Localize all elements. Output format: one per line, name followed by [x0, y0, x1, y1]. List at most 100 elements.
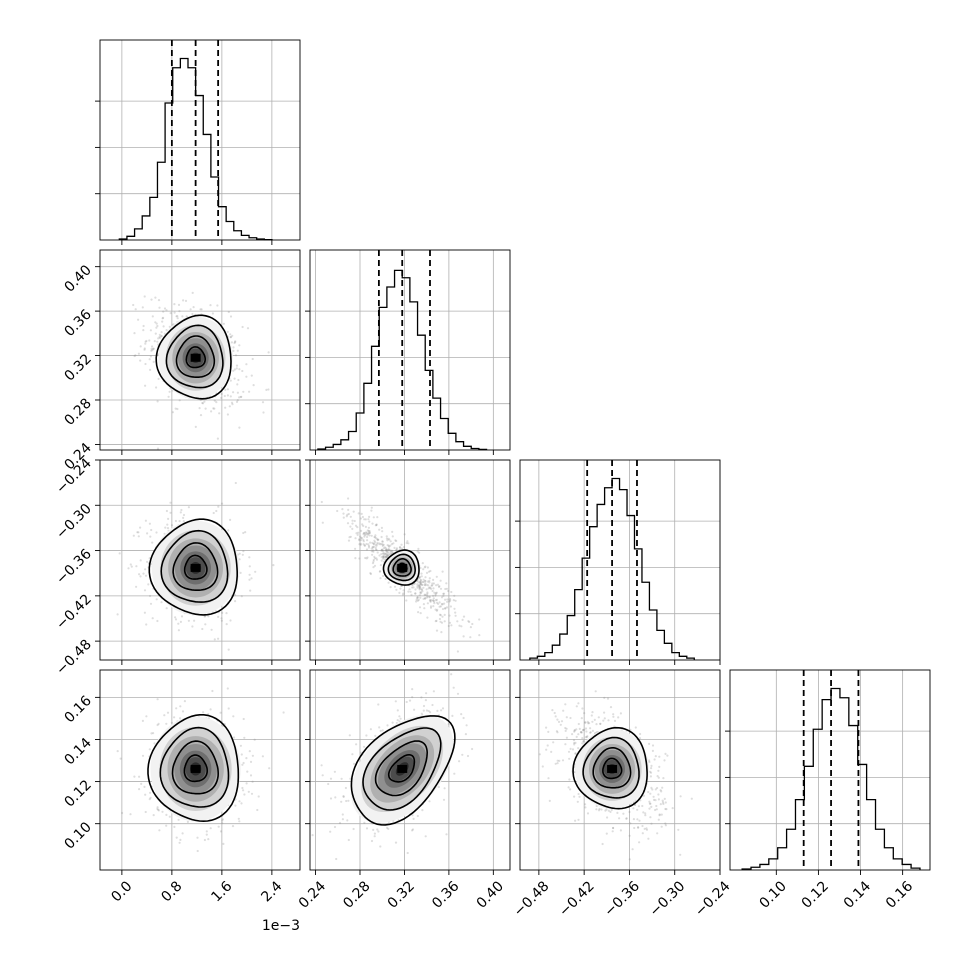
sample-point — [573, 729, 576, 732]
sample-point — [573, 795, 576, 798]
sample-point — [347, 508, 350, 511]
sample-point — [341, 813, 344, 816]
sample-point — [400, 543, 403, 546]
sample-point — [380, 556, 383, 559]
sample-point — [347, 497, 350, 500]
sample-point — [121, 811, 124, 815]
sample-point — [157, 377, 160, 380]
sample-point — [393, 585, 397, 588]
sample-point — [625, 817, 628, 820]
contour-line-2 — [160, 529, 229, 603]
y-tick-label: 0.10 — [61, 819, 94, 852]
sample-point — [558, 759, 561, 763]
sample-point — [419, 566, 422, 570]
sample-point — [577, 702, 580, 705]
sample-point — [382, 543, 385, 546]
y-tick-label: 0.12 — [61, 777, 94, 810]
sample-point — [564, 743, 567, 746]
sample-point — [129, 813, 132, 816]
sample-point — [658, 755, 661, 758]
sample-point — [584, 803, 587, 806]
sample-point — [381, 729, 384, 732]
sample-point — [351, 519, 354, 522]
sample-point — [574, 741, 577, 745]
sample-point — [385, 554, 389, 557]
sample-point — [373, 832, 376, 835]
sample-point — [398, 591, 401, 595]
sample-point — [441, 607, 445, 611]
sample-point — [439, 605, 442, 608]
sample-point — [585, 736, 589, 739]
sample-point — [466, 754, 470, 758]
sample-point — [238, 344, 241, 347]
sample-point — [372, 545, 376, 548]
sample-point — [660, 790, 663, 793]
scatter-panel-3-2 — [515, 669, 721, 875]
sample-point — [424, 579, 427, 582]
sample-point — [387, 553, 390, 557]
sample-point — [379, 570, 382, 573]
sample-point — [633, 826, 636, 830]
sample-point — [452, 599, 455, 602]
sample-point — [425, 588, 428, 591]
sample-point — [175, 315, 178, 318]
sample-point — [367, 529, 370, 533]
sample-point — [411, 814, 414, 817]
sample-point — [261, 401, 265, 404]
sample-point — [580, 717, 583, 720]
sample-point — [235, 367, 238, 370]
sample-point — [649, 792, 652, 795]
sample-point — [577, 818, 580, 821]
sample-point — [394, 539, 397, 542]
sample-point — [252, 384, 255, 387]
sample-point — [385, 548, 388, 551]
sample-point — [435, 575, 438, 578]
sample-point — [650, 786, 653, 790]
sample-point — [156, 807, 159, 811]
sample-point — [234, 341, 237, 344]
sample-point — [581, 707, 584, 710]
sample-point — [610, 808, 613, 812]
sample-point — [224, 388, 227, 391]
sample-point — [232, 346, 235, 349]
sample-point — [178, 520, 181, 523]
sample-point — [428, 586, 431, 589]
y-tick-label: −0.30 — [53, 501, 95, 543]
sample-point — [372, 566, 375, 569]
sample-point — [440, 621, 444, 624]
sample-point — [148, 522, 151, 525]
sample-point — [155, 531, 158, 534]
sample-point — [232, 391, 235, 394]
sample-point — [375, 523, 378, 526]
sample-point — [460, 713, 463, 716]
sample-point — [388, 538, 391, 541]
sample-point — [652, 795, 655, 798]
sample-point — [240, 753, 243, 756]
sample-point — [157, 809, 160, 812]
sample-point — [374, 546, 377, 549]
sample-point — [643, 827, 646, 831]
x-tick-label: 0.10 — [757, 878, 790, 911]
sample-point — [165, 509, 168, 513]
sample-point — [399, 546, 402, 549]
sample-point — [557, 720, 561, 724]
sample-point — [341, 508, 344, 511]
x-tick-label: 0.40 — [474, 878, 507, 911]
sample-point — [370, 550, 373, 553]
sample-point — [437, 585, 441, 589]
sample-point — [413, 582, 416, 586]
sample-point — [650, 764, 653, 768]
sample-point — [664, 801, 667, 804]
sample-point — [367, 518, 370, 521]
sample-point — [170, 524, 174, 527]
sample-point — [450, 590, 453, 594]
x-tick-label: −0.42 — [556, 878, 598, 920]
sample-point — [375, 537, 378, 540]
sample-point — [649, 816, 652, 819]
sample-point — [341, 818, 344, 821]
sample-point — [205, 833, 208, 836]
sample-point — [600, 808, 603, 811]
sample-point — [430, 584, 433, 587]
sample-point — [573, 741, 576, 745]
sample-point — [207, 615, 210, 618]
